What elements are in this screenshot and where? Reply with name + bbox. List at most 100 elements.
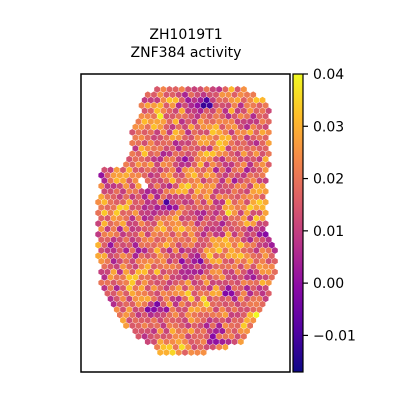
spot <box>101 188 108 195</box>
spot <box>175 209 182 217</box>
spot <box>175 338 182 346</box>
spot <box>117 225 123 233</box>
spot <box>250 188 257 195</box>
spot <box>250 231 257 238</box>
spot <box>188 198 195 206</box>
spot <box>166 322 173 329</box>
spot <box>144 220 151 227</box>
spot <box>113 241 120 249</box>
spot <box>169 231 176 238</box>
spot <box>213 112 219 120</box>
spot <box>132 134 139 142</box>
spot <box>95 241 102 249</box>
spot <box>157 349 164 356</box>
spot <box>166 311 173 319</box>
spot <box>259 300 266 308</box>
spot <box>203 343 210 351</box>
spot <box>222 311 229 319</box>
spot <box>172 343 179 351</box>
spot <box>216 128 222 136</box>
spot <box>154 268 160 276</box>
spot <box>175 231 182 238</box>
spot <box>166 257 173 265</box>
spot <box>234 333 241 340</box>
spot <box>160 333 167 340</box>
spot <box>216 322 222 329</box>
spot <box>95 209 102 217</box>
spot <box>253 171 260 179</box>
spot <box>129 290 136 297</box>
spot <box>141 225 148 233</box>
spot <box>129 300 136 308</box>
spot <box>210 236 216 244</box>
spot <box>185 333 191 340</box>
spot <box>188 155 195 163</box>
spot <box>203 290 210 297</box>
spot <box>179 118 185 125</box>
spot <box>203 300 210 308</box>
colorbar-tick-label: 0.04 <box>313 67 344 83</box>
spot <box>241 107 247 115</box>
spot <box>117 182 123 190</box>
spot <box>151 91 157 99</box>
spot <box>219 316 226 324</box>
spot <box>188 188 195 195</box>
spot <box>225 316 232 324</box>
spot <box>132 316 139 324</box>
spot <box>117 290 123 297</box>
spot <box>253 150 260 158</box>
spot <box>213 327 219 335</box>
spot <box>163 284 170 292</box>
spot <box>132 220 139 227</box>
spot <box>141 290 148 297</box>
spot <box>141 193 148 201</box>
spot <box>110 300 117 308</box>
spot <box>144 241 151 249</box>
spot <box>151 306 157 313</box>
spot <box>169 241 176 249</box>
spot <box>231 155 238 163</box>
spot <box>197 193 204 201</box>
spot <box>250 112 257 120</box>
spot <box>256 252 263 260</box>
spot <box>265 290 272 297</box>
spot <box>101 252 108 260</box>
spot <box>213 306 219 313</box>
spot <box>206 188 213 195</box>
spot <box>197 150 204 158</box>
spot <box>203 139 210 147</box>
spot <box>200 316 207 324</box>
spot <box>250 316 257 324</box>
spot <box>210 171 216 179</box>
spot <box>138 316 145 324</box>
spot <box>110 193 117 201</box>
spot <box>141 214 148 222</box>
spot <box>138 166 145 174</box>
spot <box>206 166 213 174</box>
spot <box>166 204 173 211</box>
spot <box>98 257 105 265</box>
spot <box>197 343 204 351</box>
spot <box>253 300 260 308</box>
spot <box>113 295 120 303</box>
spot <box>148 268 154 276</box>
spot <box>265 118 272 125</box>
spot <box>206 209 213 217</box>
spot <box>206 145 213 152</box>
spot <box>129 204 136 211</box>
spot <box>163 198 170 206</box>
spot <box>203 193 210 201</box>
spot <box>188 102 195 109</box>
spot <box>110 290 117 297</box>
spot <box>237 273 244 281</box>
spot <box>194 155 201 163</box>
spot <box>135 300 142 308</box>
spot <box>163 338 170 346</box>
spot <box>253 290 260 297</box>
spot <box>163 102 170 109</box>
spot <box>175 316 182 324</box>
spot <box>179 279 185 287</box>
spot <box>135 225 142 233</box>
spot <box>237 155 244 163</box>
spot <box>219 327 226 335</box>
